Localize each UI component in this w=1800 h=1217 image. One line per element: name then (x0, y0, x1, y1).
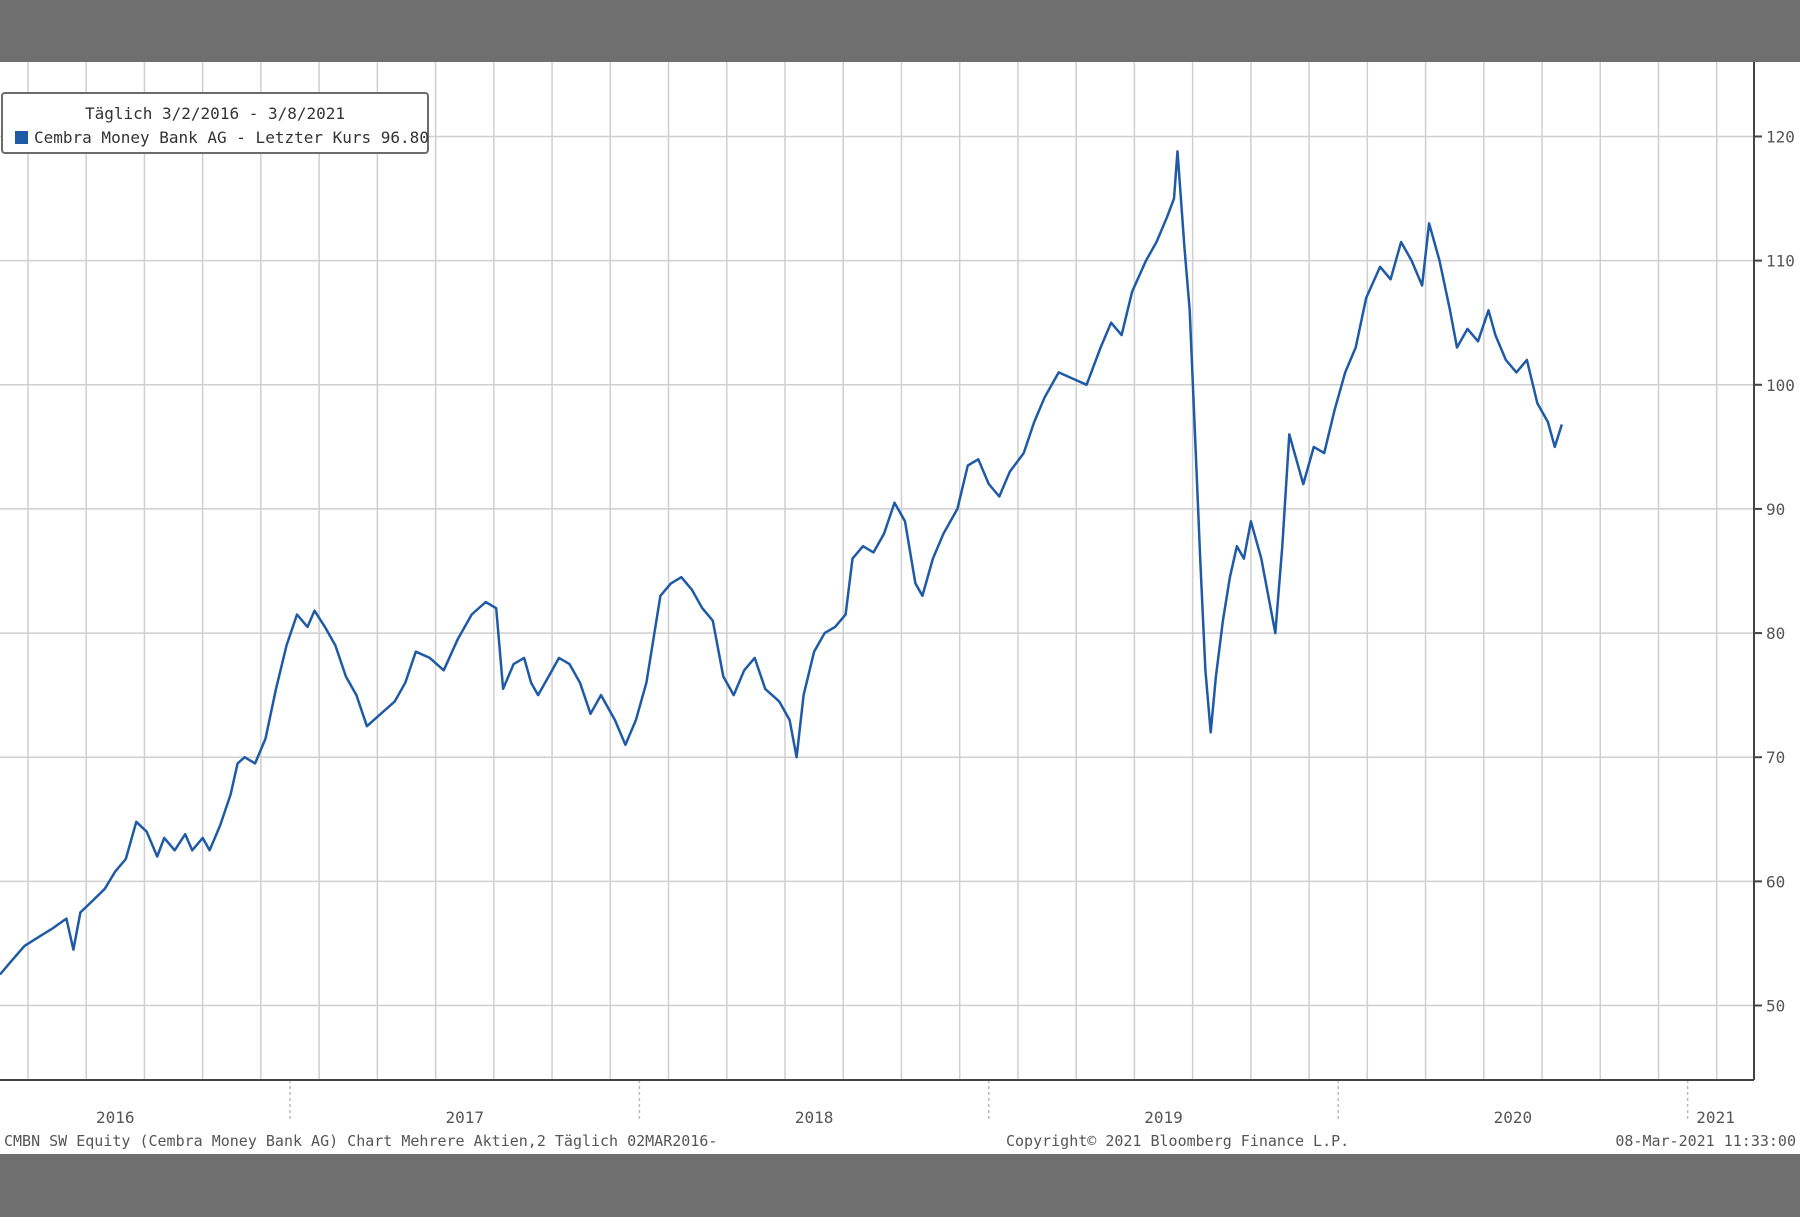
y-tick-label: 90 (1766, 500, 1785, 519)
vertical-gridlines (27, 62, 1718, 1080)
footer-copyright: Copyright© 2021 Bloomberg Finance L.P. (1006, 1132, 1350, 1150)
x-year-label: 2016 (96, 1108, 135, 1127)
x-year-label: 2018 (795, 1108, 834, 1127)
y-tick-label: 80 (1766, 624, 1785, 643)
x-year-label: 2017 (445, 1108, 484, 1127)
footer-source: CMBN SW Equity (Cembra Money Bank AG) Ch… (4, 1132, 718, 1150)
y-tick-label: 120 (1766, 127, 1795, 146)
legend: Täglich 3/2/2016 - 3/8/2021 Cembra Money… (1, 92, 429, 154)
legend-entry-label: Cembra Money Bank AG - Letzter Kurs 96.8… (34, 128, 429, 147)
chart-frame: 50 60 70 80 90 100 110 120 2016 2017 2018 2019 2020… (0, 62, 1800, 1154)
y-tick-label: 100 (1766, 376, 1795, 395)
x-year-label: 2020 (1494, 1108, 1533, 1127)
y-tick-label: 70 (1766, 748, 1785, 767)
y-tick-label: 60 (1766, 872, 1785, 891)
x-year-label: 2021 (1696, 1108, 1735, 1127)
footer-timestamp: 08-Mar-2021 11:33:00 (1615, 1132, 1796, 1150)
x-year-label: 2019 (1144, 1108, 1183, 1127)
price-chart: 50 60 70 80 90 100 110 120 2016 2017 2018 2019 2020… (0, 62, 1795, 1127)
legend-entry: Cembra Money Bank AG - Letzter Kurs 96.8… (15, 128, 429, 147)
horizontal-gridlines (0, 135, 1754, 1007)
legend-title: Täglich 3/2/2016 - 3/8/2021 (84, 104, 346, 123)
price-series-line (0, 150, 1563, 976)
y-tick-label: 50 (1766, 997, 1785, 1016)
x-axis-labels: 2016 2017 2018 2019 2020 2021 (96, 1108, 1735, 1127)
y-tick-label: 110 (1766, 252, 1795, 271)
legend-swatch (15, 131, 28, 144)
year-boundaries (289, 1080, 1689, 1120)
y-axis-ticks: 50 60 70 80 90 100 110 120 (1754, 127, 1795, 1016)
